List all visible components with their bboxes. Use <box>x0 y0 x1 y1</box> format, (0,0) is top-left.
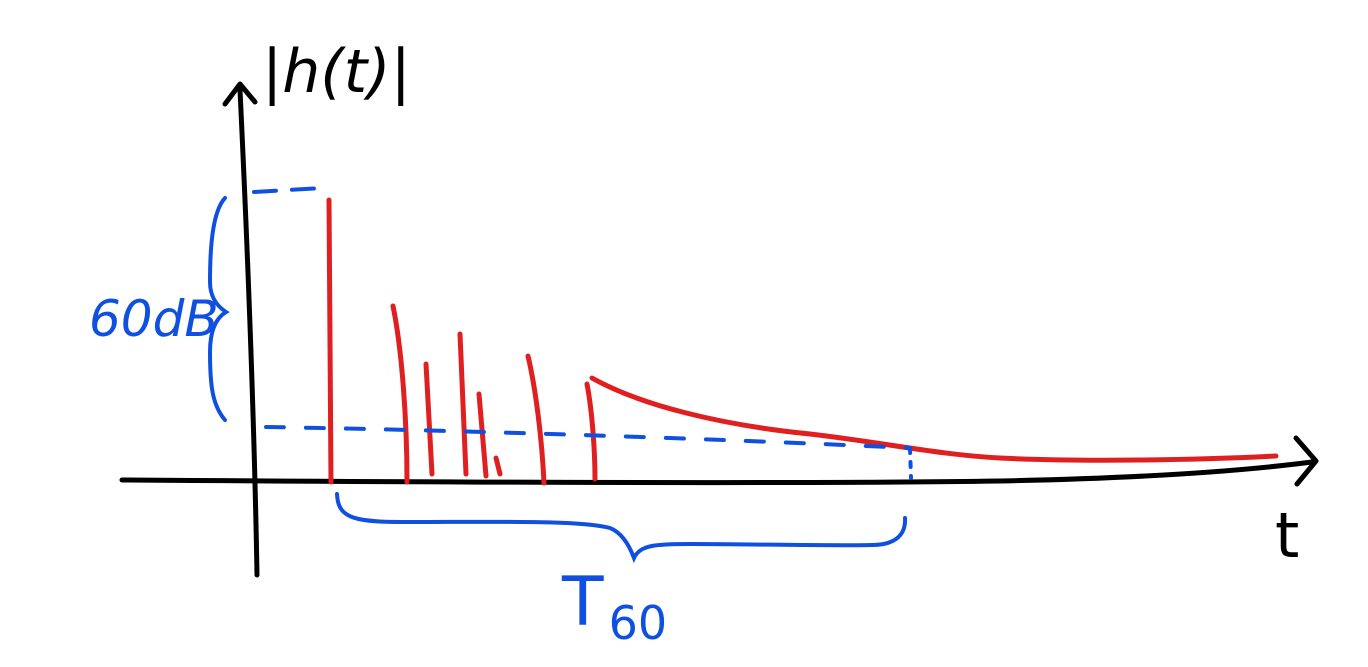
minus-60db-level-dashed-line <box>264 425 912 450</box>
annotations <box>207 186 913 564</box>
t60-label-main: T <box>561 563 604 642</box>
t60-label: T 60 <box>561 563 667 650</box>
y-axis-arrowhead <box>222 81 258 107</box>
peak-level-dashed-line <box>252 186 324 194</box>
direct-sound-impulse <box>326 197 334 485</box>
t60-label-subscript: 60 <box>609 596 668 650</box>
t60-time-bracket <box>335 492 908 564</box>
level-range-bracket <box>207 196 230 422</box>
x-axis-label: t <box>1275 499 1299 572</box>
t60-end-dotted-line <box>908 446 913 480</box>
early-reflection-impulse <box>390 303 410 485</box>
early-reflection-impulse <box>457 331 469 477</box>
early-reflection-impulse <box>525 353 547 486</box>
late-reverberation-decay-tail <box>589 375 1279 463</box>
y-axis-label: |h(t)| <box>262 37 411 107</box>
early-reflection-impulse <box>476 391 489 479</box>
x-axis <box>119 459 1315 486</box>
x-axis-arrowhead <box>1293 435 1319 487</box>
impulse-response <box>326 197 1279 486</box>
early-reflection-impulse <box>584 381 598 482</box>
level-range-label: 60dB <box>89 290 219 348</box>
early-reflection-impulse <box>423 361 435 477</box>
early-reflection-impulse <box>493 455 503 477</box>
axes <box>119 81 1319 578</box>
y-axis <box>237 87 260 578</box>
